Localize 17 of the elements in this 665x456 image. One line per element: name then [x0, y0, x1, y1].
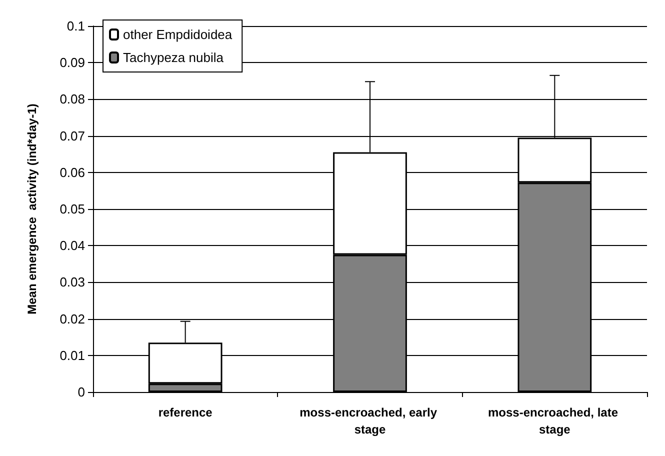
y-tick-label: 0.09 [60, 55, 85, 70]
legend-label: other Empdidoidea [123, 27, 233, 42]
y-axis-title: Mean emergence activity (ind*day-1) [25, 104, 39, 314]
x-tick-label: reference [158, 406, 213, 420]
y-tick-label: 0.04 [60, 238, 85, 254]
y-tick-label: 0.08 [60, 92, 85, 107]
y-tick-label: 0.02 [60, 311, 85, 326]
y-tick-label: 0.06 [60, 164, 85, 180]
y-tick-label: 0.01 [60, 348, 85, 363]
y-tick-label: 0.03 [60, 274, 85, 290]
y-tick-label: 0 [78, 384, 85, 400]
y-tick-label: 0.1 [66, 18, 85, 34]
y-tick-label: 0.07 [60, 128, 85, 144]
legend-label: Tachypeza nubila [123, 50, 224, 65]
x-tick-label: moss-encroached, late stage [488, 406, 622, 436]
y-tick-label: 0.05 [60, 202, 85, 216]
x-tick-label: moss-encroached, early stage [300, 406, 440, 436]
